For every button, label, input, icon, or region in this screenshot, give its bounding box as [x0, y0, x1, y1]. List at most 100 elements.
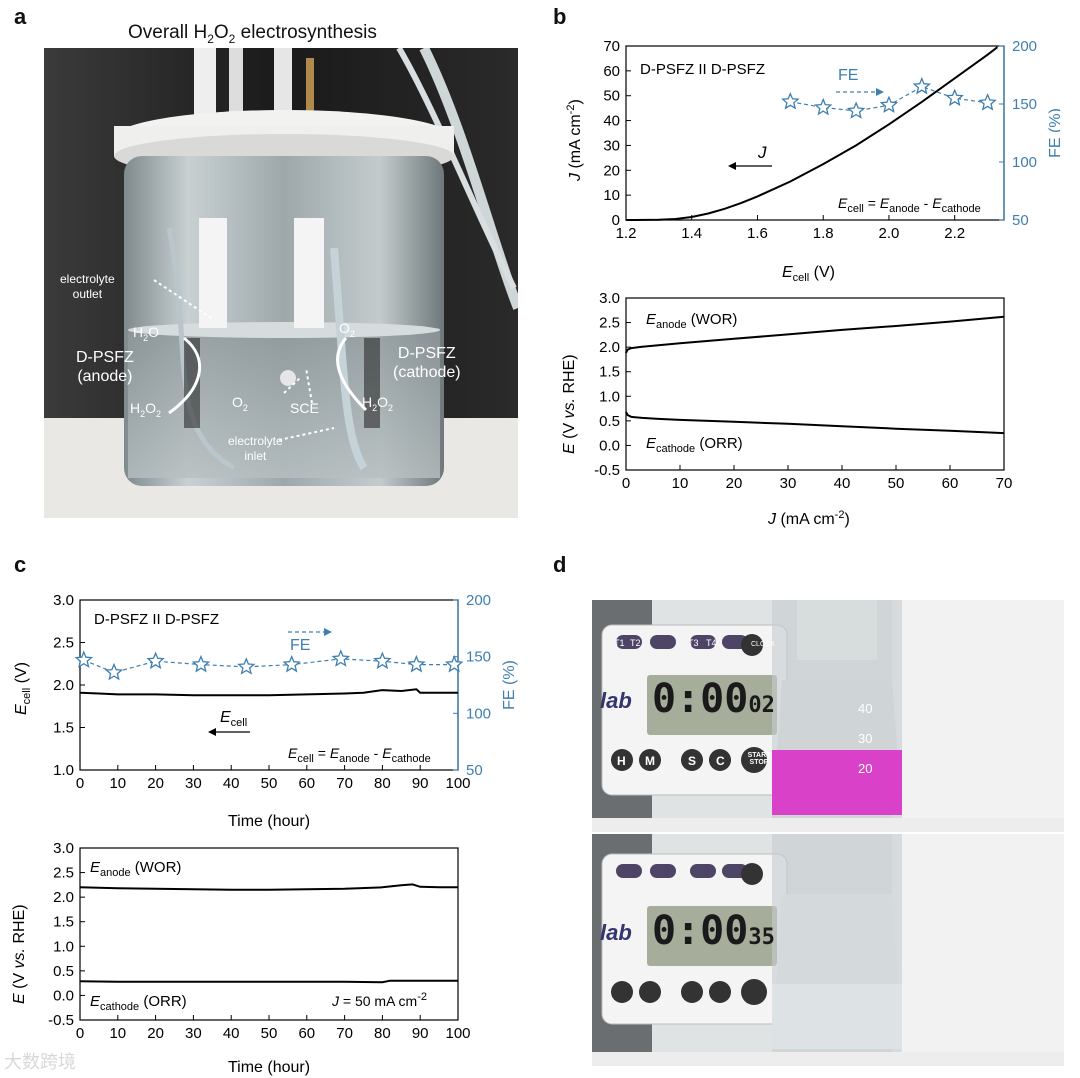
x-tick-label: 20: [726, 475, 743, 492]
fe-point: [74, 650, 94, 668]
panel-letter-a: a: [14, 4, 27, 29]
annotation-j-arrowhead: [728, 162, 736, 170]
fe-point: [781, 92, 800, 110]
x-tick-label: 60: [298, 775, 315, 792]
y2-tick-label: 150: [466, 649, 491, 666]
chart-b-potential-vs-current-density: 0 10 20 30 40 50 60 70 -0.5 0.0 0.5 1.0 1.5 2.0 2.5 3.0…: [561, 290, 1012, 528]
y-tick-label: 0: [612, 212, 620, 229]
fe-point: [191, 654, 211, 673]
y2-tick-label: 100: [1012, 154, 1037, 171]
fe-point: [945, 88, 964, 107]
annotation-anode: Eanode (WOR): [90, 859, 181, 879]
x-tick-label: 0: [76, 775, 84, 792]
y-tick-label: 2.0: [599, 339, 620, 356]
annotation-fe-arrowhead: [324, 628, 332, 636]
y-tick-label: 2.0: [53, 889, 74, 906]
panel-a-title: Overall H2O2 electrosynthesis: [128, 22, 377, 46]
timer-bottom-display: 0:0035: [652, 908, 775, 954]
annotation-j: J: [757, 143, 767, 162]
fe-point: [846, 101, 866, 119]
series-fe-line: [83, 658, 455, 674]
y-axis-label: Ecell (V): [13, 662, 33, 715]
series-line: [79, 979, 458, 984]
y-tick-label: 3.0: [53, 592, 74, 609]
plot-frame: [625, 297, 1005, 471]
fe-point: [978, 93, 997, 111]
y-tick-label: 2.5: [53, 635, 74, 652]
x-tick-label: 40: [834, 475, 851, 492]
fe-point: [104, 662, 124, 681]
y2-tick-label: 50: [1012, 212, 1029, 229]
x-tick-label: 0: [622, 475, 630, 492]
y-tick-label: 40: [603, 113, 620, 130]
series-line: [625, 46, 999, 221]
x-tick-label: 50: [261, 775, 278, 792]
x-tick-label: 70: [336, 1025, 353, 1042]
y-tick-label: 1.0: [53, 938, 74, 955]
annotation-ecell-arrowhead: [208, 728, 216, 736]
annotation-fe-arrowhead: [876, 88, 884, 96]
y2-tick-label: 200: [1012, 38, 1037, 55]
y2-tick-label: 200: [466, 592, 491, 609]
x-tick-label: 30: [185, 1025, 202, 1042]
x-tick-label: 2.2: [944, 225, 965, 242]
y-tick-label: 50: [603, 88, 620, 105]
x-tick-label: 30: [780, 475, 797, 492]
label-cathode: D-PSFZ (cathode): [393, 345, 461, 381]
y2-axis-label: FE (%): [501, 660, 518, 710]
y-axis-label: E (V vs. RHE): [561, 354, 578, 454]
x-tick-label: 100: [445, 1025, 470, 1042]
chart-title: D-PSFZ II D-PSFZ: [94, 611, 219, 628]
y-tick-label: 2.5: [599, 315, 620, 332]
fe-point: [331, 649, 351, 667]
annotation-equation: Ecell = Eanode - Ecathode: [838, 195, 981, 215]
timer-top-brand: lab: [600, 688, 632, 713]
annotation-fe: FE: [290, 637, 310, 654]
y-tick-label: 0.0: [53, 987, 74, 1004]
series-line: [625, 315, 1005, 354]
timer-top-display: 0:0002: [652, 676, 775, 722]
annotation-equation: Ecell = Eanode - Ecathode: [288, 745, 431, 765]
annotation-cathode: Ecathode (ORR): [90, 993, 187, 1013]
x-tick-label: 40: [223, 1025, 240, 1042]
y2-tick-label: 100: [466, 705, 491, 722]
y-axis-label: J (mA cm-2): [565, 99, 584, 182]
bottle-marks-top: 40 30 20: [858, 701, 873, 776]
y-tick-label: 0.5: [53, 963, 74, 980]
y-tick-label: 60: [603, 63, 620, 80]
panel-letter-c: c: [14, 552, 27, 577]
y-tick-label: 30: [603, 137, 620, 154]
fe-point: [912, 76, 932, 95]
annotation-cathode: Ecathode (ORR): [646, 435, 743, 455]
label-electrolyte-outlet: electrolyte outlet: [60, 272, 115, 301]
y-tick-label: -0.5: [48, 1012, 74, 1029]
label-h2o: H2O: [133, 324, 160, 343]
y2-axis-label: FE (%): [1047, 108, 1060, 158]
x-tick-label: 1.2: [616, 225, 637, 242]
x-tick-label: 20: [147, 775, 164, 792]
x-tick-label: 20: [147, 1025, 164, 1042]
label-electrolyte-inlet: electrolyte inlet: [228, 434, 283, 463]
x-tick-label: 50: [261, 1025, 278, 1042]
x-tick-label: 50: [888, 475, 905, 492]
label-o2-mid: O2: [232, 394, 248, 413]
annotation-anode: Eanode (WOR): [646, 311, 737, 331]
chart-c-ecell-vs-time: 0 10 20 30 40 50 60 70 80 90 1001.01.52.02.53.0501…: [13, 592, 518, 830]
y2-tick-label: 150: [1012, 96, 1037, 113]
y-axis-label-group: E (V vs. RHE): [11, 904, 28, 1004]
y-axis-label-group: E (V vs. RHE): [561, 354, 578, 454]
x-tick-label: 80: [374, 1025, 391, 1042]
fe-point: [813, 97, 833, 116]
electrolysis-cell-photo: [44, 48, 518, 518]
fe-point: [444, 654, 464, 673]
panel-letter-b: b: [553, 4, 567, 29]
x-axis-label: Ecell (V): [782, 264, 835, 284]
y-tick-label: 1.0: [599, 388, 620, 405]
x-tick-label: 70: [336, 775, 353, 792]
x-axis-label: Time (hour): [228, 813, 310, 830]
y-tick-label: 70: [603, 38, 620, 55]
series-line: [625, 411, 1005, 435]
x-tick-label: 40: [223, 775, 240, 792]
cell-photo-illustration: [44, 48, 518, 518]
series-line: [79, 883, 458, 891]
